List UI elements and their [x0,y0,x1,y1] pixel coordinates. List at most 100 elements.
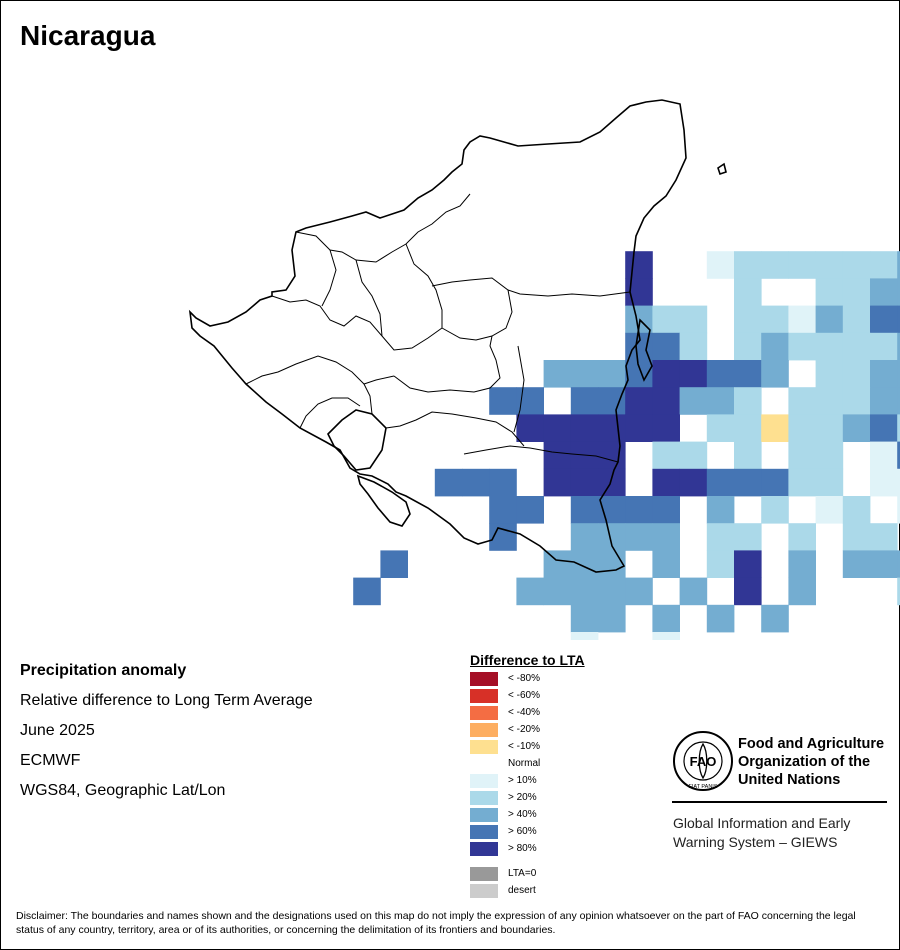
anomaly-grid [353,251,900,640]
legend-swatch [470,825,498,839]
anomaly-cell [679,387,708,415]
anomaly-cell [897,577,900,606]
info-heading: Precipitation anomaly [20,662,187,679]
anomaly-cell [842,414,871,442]
anomaly-cell [652,360,680,388]
anomaly-cell [734,278,762,306]
anomaly-cell [652,523,680,551]
legend-label: > 80% [508,843,537,854]
anomaly-cell [870,251,898,279]
anomaly-cell [870,523,898,551]
anomaly-cell [761,414,789,442]
anomaly-cell [815,332,844,361]
anomaly-cell [788,332,816,361]
legend-extra-swatch [470,884,498,898]
info-description: Relative difference to Long Term Average [20,692,313,709]
legend: Difference to LTA < -80% < -60% < -40% < -2… [470,652,585,901]
legend-label: > 10% [508,775,537,786]
anomaly-cell [543,414,572,442]
giews-line1: Global Information and Early [673,815,851,831]
anomaly-cell [652,632,680,640]
legend-label: < -60% [508,690,540,701]
anomaly-cell [706,523,735,551]
anomaly-cell [652,550,680,578]
anomaly-cell [570,360,599,388]
anomaly-cell [897,387,900,415]
info-period: June 2025 [20,722,95,739]
anomaly-cell [625,251,653,279]
legend-label: < -10% [508,741,540,752]
anomaly-cell [815,441,844,470]
anomaly-cell [570,523,599,551]
anomaly-cell [842,387,871,415]
anomaly-cell [706,360,735,388]
anomaly-cell [842,360,871,388]
anomaly-cell [570,468,599,497]
anomaly-cell [598,468,626,497]
anomaly-cell [598,550,626,578]
anomaly-cell [870,360,898,388]
anomaly-cell [543,441,572,470]
anomaly-cell [625,523,653,551]
anomaly-cell [652,414,680,442]
anomaly-cell [570,414,599,442]
anomaly-cell [734,468,762,497]
svg-text:FIAT PANIS: FIAT PANIS [688,784,717,790]
anomaly-cell [842,251,871,279]
anomaly-cell [815,387,844,415]
anomaly-cell [897,414,900,442]
legend-label: Normal [508,758,541,769]
anomaly-cell [679,577,708,606]
legend-label: > 40% [508,809,537,820]
anomaly-cell [734,360,762,388]
anomaly-cell [516,577,544,606]
anomaly-cell [570,550,599,578]
anomaly-cell [625,387,653,415]
anomaly-cell [788,414,816,442]
legend-extra-swatch [470,867,498,881]
department-boundaries [245,193,631,463]
anomaly-cell [761,360,789,388]
anomaly-cell [788,251,816,279]
anomaly-cell [870,387,898,415]
anomaly-cell [652,496,680,524]
anomaly-cell [870,305,898,334]
anomaly-cell [652,468,680,497]
anomaly-cell [706,251,735,279]
info-projection: WGS84, Geographic Lat/Lon [20,782,226,799]
anomaly-cell [734,387,762,415]
anomaly-cell [734,305,762,334]
fao-divider [672,801,887,803]
anomaly-cell [652,332,680,361]
legend-item: Normal [470,757,585,774]
legend-extra-item: desert [470,884,585,901]
anomaly-cell [815,360,844,388]
anomaly-cell [706,387,735,415]
anomaly-cell [706,604,735,633]
anomaly-cell [815,251,844,279]
anomaly-cell [788,468,816,497]
anomaly-cell [598,414,626,442]
anomaly-cell [625,577,653,606]
legend-swatch [470,740,498,754]
legend-swatch [470,706,498,720]
anomaly-cell [788,523,816,551]
anomaly-cell [706,550,735,578]
anomaly-cell [734,332,762,361]
anomaly-cell [761,496,789,524]
anomaly-cell [543,577,572,606]
info-source: ECMWF [20,752,81,769]
anomaly-cell [625,360,653,388]
anomaly-cell [734,251,762,279]
anomaly-cell [734,523,762,551]
legend-item: > 80% [470,842,585,859]
legend-item: > 20% [470,791,585,808]
anomaly-cell [516,496,544,524]
anomaly-cell [652,604,680,633]
legend-label: < -80% [508,673,540,684]
anomaly-cell [734,577,762,606]
legend-label: > 20% [508,792,537,803]
anomaly-cell [706,496,735,524]
legend-item: < -10% [470,740,585,757]
fao-organization-name: Food and Agriculture Organization of the… [738,735,898,789]
